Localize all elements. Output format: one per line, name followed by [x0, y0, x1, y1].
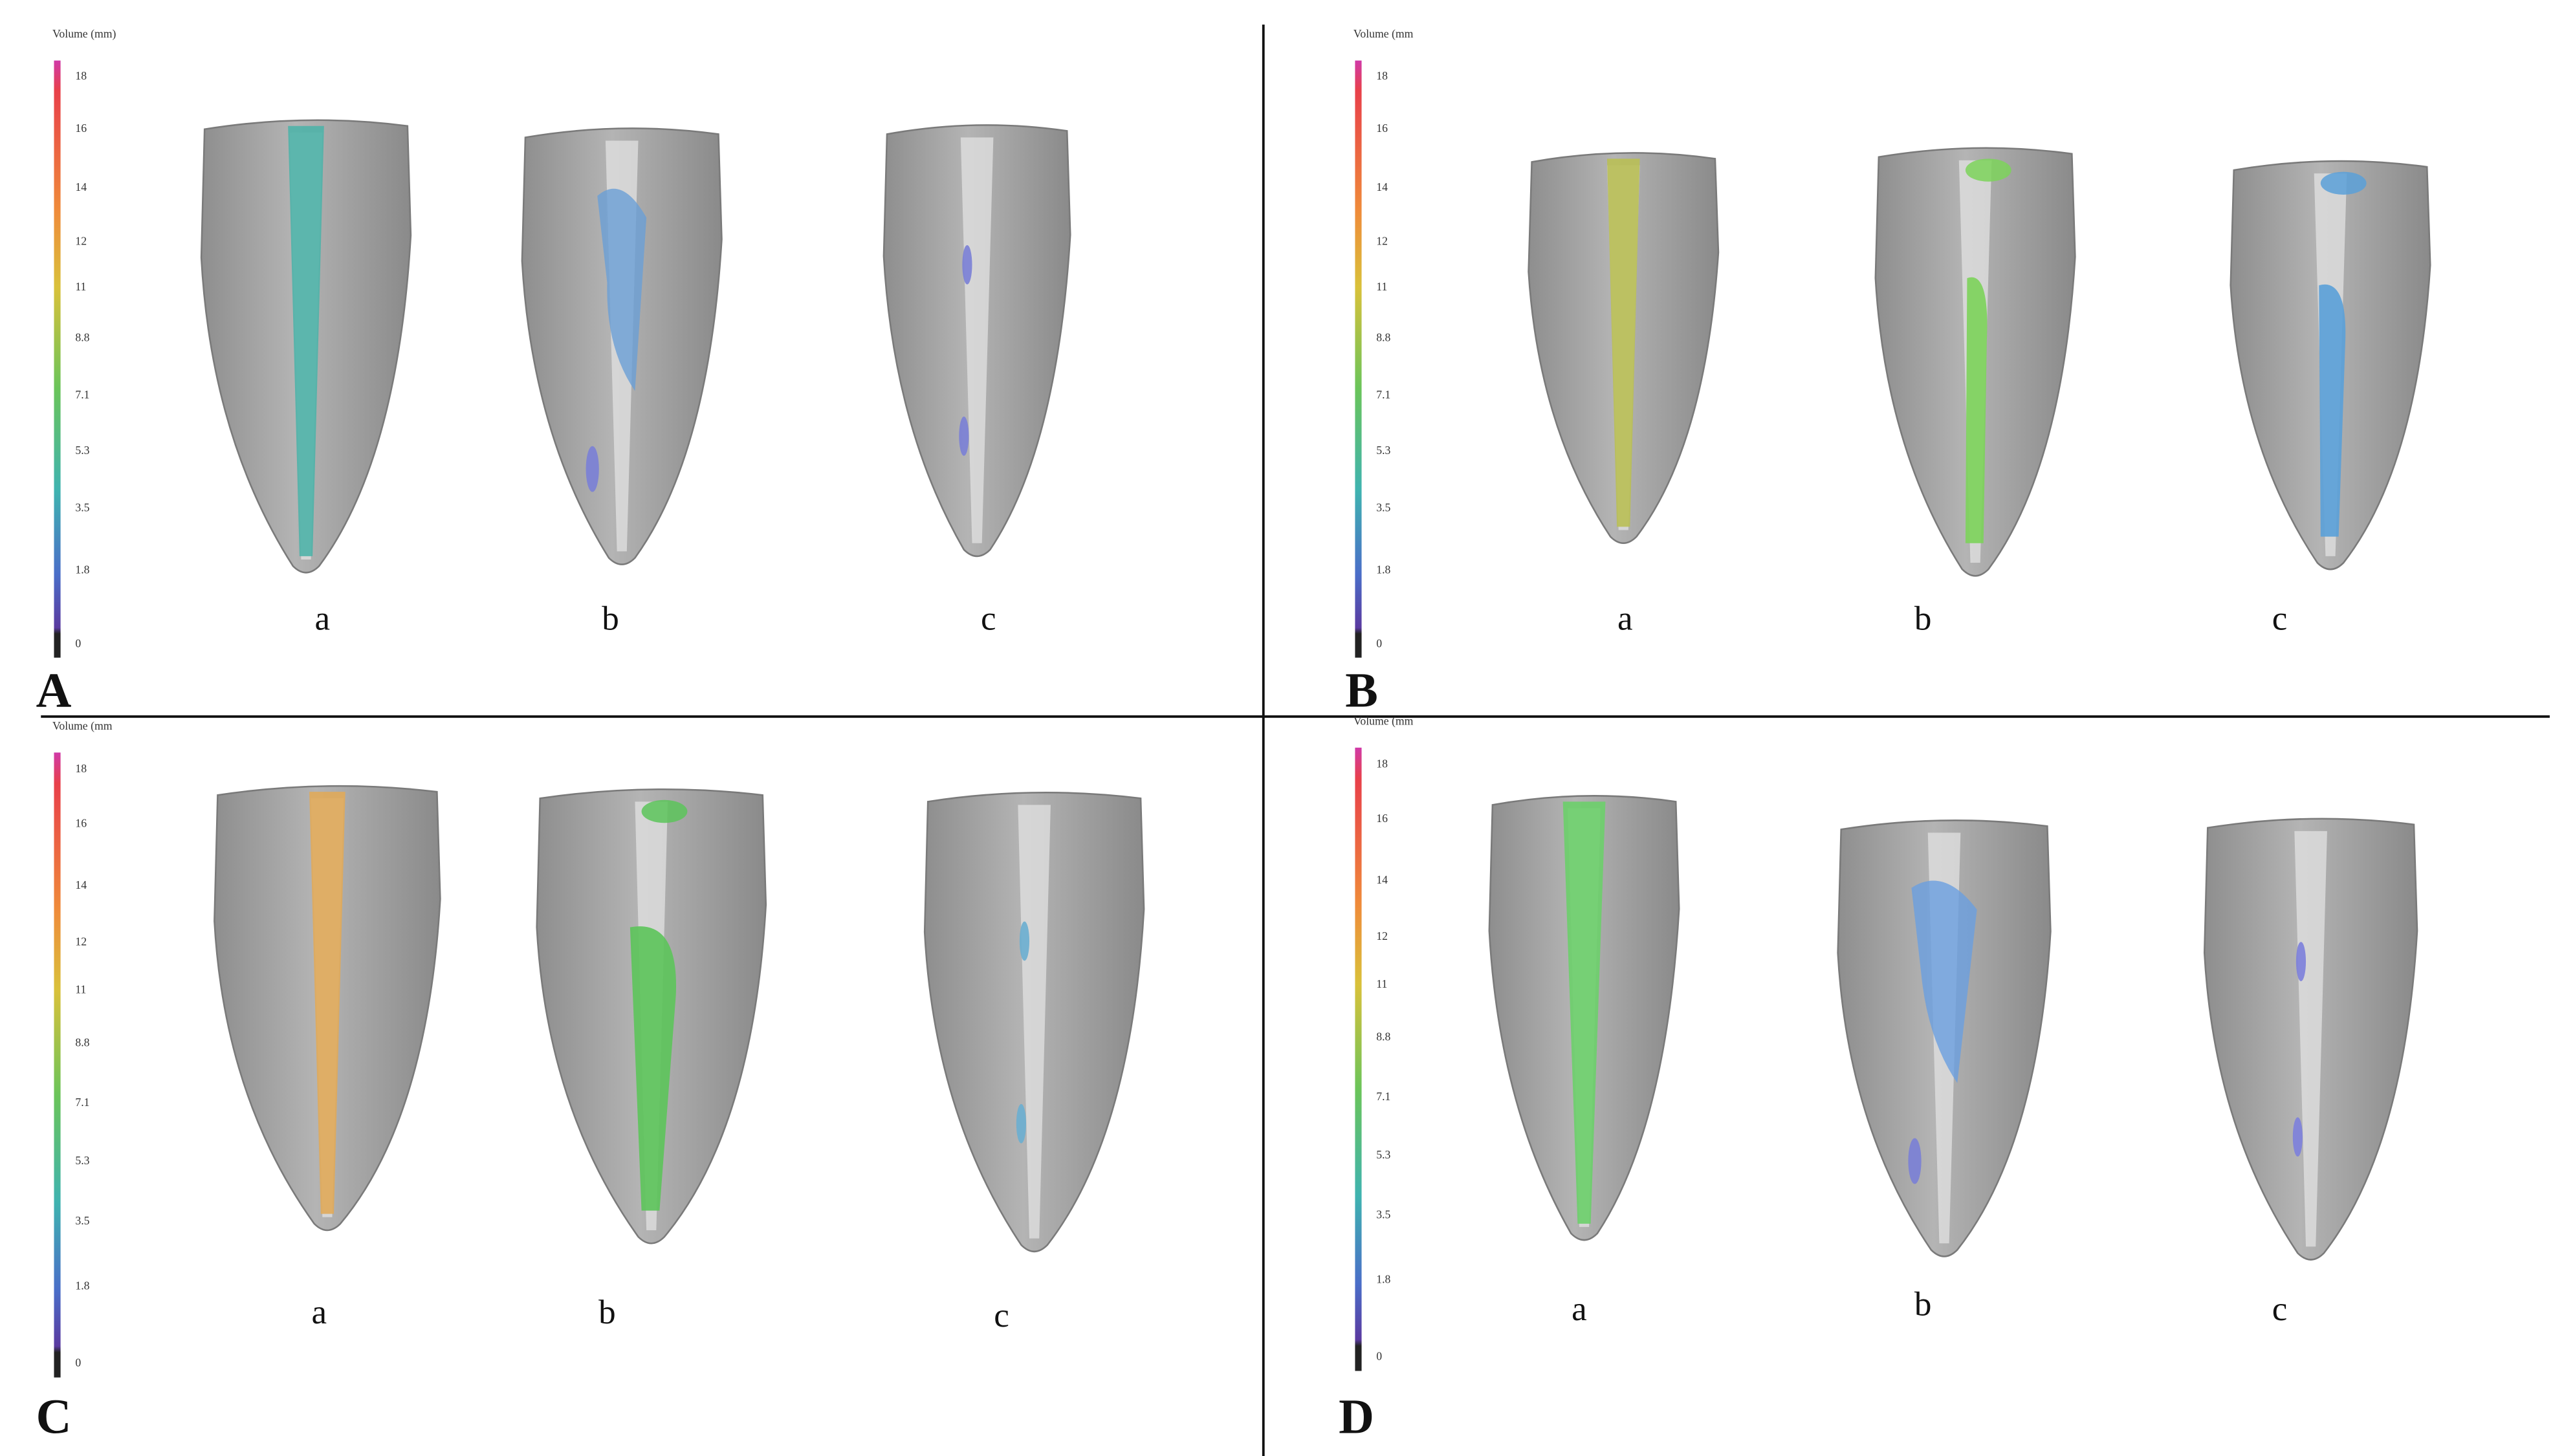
colorbar-tick-label: 7.1	[1376, 388, 1390, 401]
filling	[1606, 158, 1640, 527]
filling	[962, 244, 972, 285]
colorbar-tick-label: 0	[1376, 1349, 1382, 1362]
colorbar-tick-label: 8.8	[1376, 1030, 1390, 1043]
colorbar-tick-label: 8.8	[75, 1036, 89, 1049]
colorbar-tick-label: 14	[1376, 180, 1388, 193]
colorbar-tick-label: 0	[75, 1356, 81, 1369]
filling	[288, 125, 324, 556]
panel-label: A	[36, 664, 72, 718]
filling	[1911, 880, 1977, 1083]
sample-label: b	[1914, 600, 1932, 638]
filling	[641, 799, 688, 823]
filling	[2296, 942, 2306, 981]
colorbar-tick-label: 3.5	[1376, 1208, 1390, 1221]
colorbar-tick-label: 0	[1376, 637, 1382, 650]
sample-label: b	[602, 600, 619, 638]
panel-label: C	[36, 1390, 72, 1444]
root-canal	[1018, 805, 1051, 1239]
colorbar-tick-label: 11	[1376, 977, 1387, 990]
sample-label: c	[2272, 600, 2288, 638]
sample-label: a	[311, 1294, 327, 1331]
colorbar-tick-label: 12	[1376, 234, 1388, 247]
filling	[1562, 801, 1606, 1224]
colorbar-tick-label: 5.3	[1376, 1148, 1390, 1161]
colorbar-tick-label: 18	[75, 69, 87, 82]
sample-label: a	[1617, 600, 1633, 638]
colorbar-tick-label: 3.5	[1376, 501, 1390, 514]
colorbar-tick-label: 3.5	[75, 1214, 89, 1227]
filling	[1016, 1103, 1026, 1144]
sample-label: b	[598, 1294, 616, 1331]
colorbar	[1355, 60, 1362, 658]
sample-label: b	[1914, 1285, 1932, 1323]
filling	[597, 188, 647, 391]
sample-label: c	[994, 1297, 1009, 1334]
colorbar-tick-label: 0	[75, 637, 81, 650]
colorbar-tick-label: 12	[1376, 929, 1388, 942]
colorbar-tick-label: 16	[1376, 812, 1388, 825]
colorbar-tick-label: 1.8	[1376, 563, 1390, 576]
panel-label: D	[1339, 1390, 1374, 1444]
filling	[2319, 284, 2346, 537]
colorbar-tick-label: 5.3	[75, 1154, 89, 1167]
filling	[586, 446, 599, 492]
filling	[2292, 1117, 2303, 1157]
filling	[1965, 158, 2011, 182]
colorbar-title: Volume (mm	[52, 719, 113, 732]
colorbar-tick-label: 8.8	[75, 331, 89, 344]
root-canal	[2294, 831, 2327, 1247]
colorbar-tick-label: 7.1	[75, 388, 89, 401]
sample-label: c	[981, 600, 996, 638]
sample-label: a	[315, 600, 331, 638]
colorbar-tick-label: 8.8	[1376, 331, 1390, 344]
colorbar-tick-label: 14	[1376, 873, 1388, 886]
colorbar	[54, 60, 61, 658]
colorbar-tick-label: 14	[75, 180, 87, 193]
colorbar	[1355, 747, 1362, 1371]
filling	[1019, 921, 1030, 961]
colorbar-tick-label: 7.1	[1376, 1090, 1390, 1103]
colorbar-tick-label: 5.3	[1376, 444, 1390, 457]
colorbar-title: Volume (mm	[1353, 714, 1414, 727]
filling	[1965, 277, 1988, 543]
colorbar-title: Volume (mm)	[52, 27, 116, 40]
colorbar-tick-label: 12	[75, 234, 87, 247]
colorbar-tick-label: 18	[1376, 69, 1388, 82]
panel-label: B	[1345, 664, 1378, 718]
colorbar-tick-label: 16	[1376, 122, 1388, 135]
colorbar-tick-label: 5.3	[75, 444, 89, 457]
colorbar-tick-label: 7.1	[75, 1096, 89, 1109]
colorbar-tick-label: 11	[1376, 280, 1387, 293]
filling	[309, 792, 345, 1214]
colorbar-tick-label: 11	[75, 983, 86, 995]
colorbar-tick-label: 12	[75, 935, 87, 948]
colorbar-tick-label: 1.8	[1376, 1273, 1390, 1286]
colorbar	[54, 752, 61, 1378]
filling	[1908, 1138, 1922, 1184]
root-canal	[960, 137, 994, 543]
colorbar-tick-label: 1.8	[75, 1279, 89, 1292]
colorbar-title: Volume (mm	[1353, 27, 1414, 40]
sample-label: c	[2272, 1290, 2288, 1328]
colorbar-tick-label: 1.8	[75, 563, 89, 576]
sample-label: a	[1572, 1290, 1587, 1328]
colorbar-tick-label: 18	[1376, 757, 1388, 770]
colorbar-tick-label: 16	[75, 122, 87, 135]
colorbar-tick-label: 16	[75, 817, 87, 830]
colorbar-tick-label: 14	[75, 878, 87, 891]
filling	[959, 417, 969, 456]
colorbar-tick-label: 18	[75, 762, 87, 775]
filling	[630, 926, 676, 1211]
colorbar-tick-label: 3.5	[75, 501, 89, 514]
filling	[2320, 171, 2367, 195]
colorbar-tick-label: 11	[75, 280, 86, 293]
